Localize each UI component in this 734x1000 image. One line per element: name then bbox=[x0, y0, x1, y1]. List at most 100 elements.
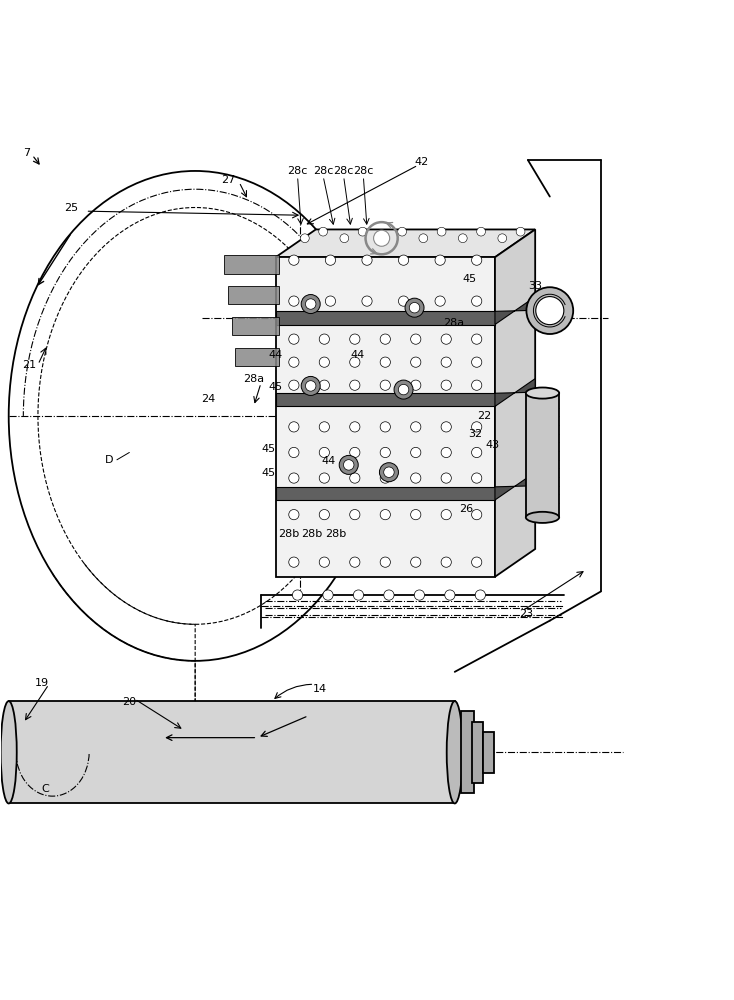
Circle shape bbox=[410, 422, 421, 432]
Circle shape bbox=[441, 380, 451, 390]
Circle shape bbox=[441, 447, 451, 458]
Circle shape bbox=[319, 473, 330, 483]
Circle shape bbox=[374, 230, 390, 246]
Circle shape bbox=[319, 447, 330, 458]
Bar bbox=[275, 311, 495, 325]
Bar bbox=[275, 393, 495, 406]
Circle shape bbox=[410, 380, 421, 390]
Polygon shape bbox=[232, 317, 279, 335]
Circle shape bbox=[445, 590, 455, 600]
Text: 28b: 28b bbox=[325, 529, 346, 539]
Circle shape bbox=[349, 380, 360, 390]
Bar bbox=[482, 732, 493, 773]
Bar bbox=[275, 257, 495, 577]
Circle shape bbox=[349, 510, 360, 520]
Circle shape bbox=[301, 376, 320, 395]
Circle shape bbox=[319, 380, 330, 390]
Polygon shape bbox=[275, 229, 535, 257]
Text: 28c: 28c bbox=[353, 166, 374, 176]
Circle shape bbox=[471, 422, 482, 432]
Circle shape bbox=[399, 384, 409, 395]
Polygon shape bbox=[495, 229, 535, 577]
Circle shape bbox=[319, 357, 330, 367]
Text: 25: 25 bbox=[64, 203, 78, 213]
Bar bbox=[461, 711, 473, 793]
Text: 44: 44 bbox=[269, 350, 283, 360]
Text: 7: 7 bbox=[23, 148, 31, 158]
Text: 19: 19 bbox=[34, 678, 48, 688]
Circle shape bbox=[325, 255, 335, 265]
Circle shape bbox=[323, 590, 333, 600]
Circle shape bbox=[319, 557, 330, 567]
Circle shape bbox=[300, 234, 309, 243]
Circle shape bbox=[301, 295, 320, 314]
Circle shape bbox=[288, 296, 299, 306]
Text: 33: 33 bbox=[528, 281, 542, 291]
Circle shape bbox=[353, 590, 363, 600]
Circle shape bbox=[471, 380, 482, 390]
Circle shape bbox=[384, 590, 394, 600]
Circle shape bbox=[459, 234, 467, 243]
Circle shape bbox=[405, 298, 424, 317]
Circle shape bbox=[399, 296, 409, 306]
Circle shape bbox=[471, 510, 482, 520]
Circle shape bbox=[288, 447, 299, 458]
Ellipse shape bbox=[526, 512, 559, 523]
Circle shape bbox=[288, 334, 299, 344]
Circle shape bbox=[471, 447, 482, 458]
Circle shape bbox=[288, 557, 299, 567]
Circle shape bbox=[319, 227, 327, 236]
Text: 23: 23 bbox=[520, 609, 534, 619]
Circle shape bbox=[349, 473, 360, 483]
Circle shape bbox=[362, 296, 372, 306]
Text: 28c: 28c bbox=[287, 166, 308, 176]
Circle shape bbox=[471, 255, 482, 265]
Circle shape bbox=[435, 255, 446, 265]
Text: 24: 24 bbox=[201, 394, 216, 404]
Circle shape bbox=[349, 334, 360, 344]
Text: 28a: 28a bbox=[243, 374, 264, 384]
Bar bbox=[9, 701, 455, 803]
Circle shape bbox=[398, 227, 407, 236]
Circle shape bbox=[419, 234, 428, 243]
Text: 27: 27 bbox=[221, 175, 235, 185]
Text: 21: 21 bbox=[22, 360, 36, 370]
Circle shape bbox=[441, 473, 451, 483]
Text: 42: 42 bbox=[415, 157, 429, 167]
Bar bbox=[275, 487, 495, 500]
Circle shape bbox=[410, 334, 421, 344]
Circle shape bbox=[288, 255, 299, 265]
Circle shape bbox=[410, 302, 420, 313]
Text: 45: 45 bbox=[261, 444, 275, 454]
Circle shape bbox=[362, 255, 372, 265]
Circle shape bbox=[410, 447, 421, 458]
Circle shape bbox=[380, 380, 390, 390]
Polygon shape bbox=[495, 379, 535, 406]
Circle shape bbox=[394, 380, 413, 399]
Text: C: C bbox=[41, 784, 49, 794]
Circle shape bbox=[471, 473, 482, 483]
Circle shape bbox=[349, 557, 360, 567]
Circle shape bbox=[410, 473, 421, 483]
Circle shape bbox=[441, 557, 451, 567]
Polygon shape bbox=[495, 297, 535, 325]
Circle shape bbox=[379, 463, 399, 482]
Circle shape bbox=[349, 422, 360, 432]
Circle shape bbox=[498, 234, 506, 243]
Circle shape bbox=[288, 510, 299, 520]
Text: 45: 45 bbox=[269, 382, 283, 392]
Circle shape bbox=[349, 447, 360, 458]
Circle shape bbox=[358, 227, 367, 236]
Circle shape bbox=[441, 334, 451, 344]
Text: 32: 32 bbox=[468, 429, 482, 439]
Circle shape bbox=[471, 557, 482, 567]
Circle shape bbox=[288, 422, 299, 432]
Bar bbox=[526, 393, 559, 517]
Circle shape bbox=[526, 287, 573, 334]
Circle shape bbox=[349, 357, 360, 367]
Text: 28a: 28a bbox=[443, 318, 464, 328]
Ellipse shape bbox=[526, 388, 559, 399]
Circle shape bbox=[471, 357, 482, 367]
Circle shape bbox=[410, 510, 421, 520]
Circle shape bbox=[305, 299, 316, 309]
